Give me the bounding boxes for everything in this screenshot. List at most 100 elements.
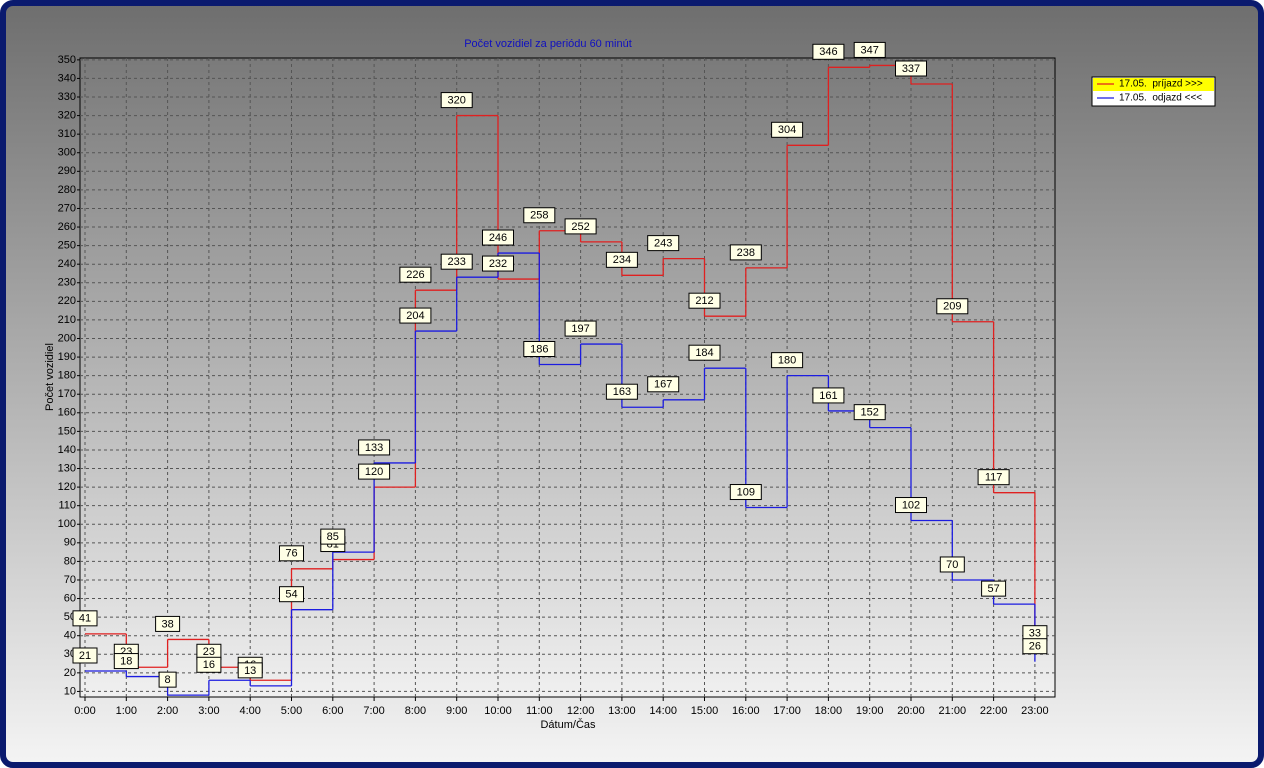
data-label-box (812, 43, 845, 60)
data-label-box (564, 320, 597, 337)
data-label-box (812, 387, 845, 404)
data-label-box (196, 656, 222, 673)
data-label: 38 (161, 618, 173, 630)
x-tick-label: 11:00 (526, 705, 553, 717)
data-label-box (981, 580, 1007, 597)
x-tick-label: 2:00 (157, 705, 178, 717)
y-tick-label: 110 (58, 500, 76, 512)
data-label: 57 (987, 583, 999, 595)
x-tick-label: 23:00 (1021, 705, 1049, 717)
data-label-box (237, 662, 263, 679)
data-label-box (771, 121, 804, 138)
x-tick-label: 8:00 (405, 705, 426, 717)
plot-area (79, 57, 1056, 698)
legend-label: 17.05. príjazd >>> (1119, 79, 1203, 90)
data-label: 117 (985, 472, 1003, 484)
data-label: 234 (613, 254, 631, 266)
data-label: 226 (406, 269, 424, 281)
data-label-box (155, 615, 181, 632)
data-label: 246 (489, 232, 507, 244)
data-label-box (482, 255, 514, 272)
x-tick-label: 21:00 (939, 705, 967, 717)
x-tick-label: 16:00 (732, 705, 760, 717)
data-label-box (605, 251, 638, 268)
data-label: 18 (120, 655, 132, 667)
data-label-box (358, 439, 391, 456)
data-label: 85 (327, 531, 339, 543)
x-tick-label: 6:00 (322, 705, 343, 717)
y-tick-label: 150 (58, 425, 76, 437)
data-label: 204 (406, 310, 424, 322)
data-label: 258 (530, 210, 548, 222)
data-label: 209 (943, 301, 961, 313)
y-tick-label: 250 (58, 240, 76, 252)
data-labels: 4123382316768112022632023225825223424321… (72, 41, 1048, 688)
data-label-box (853, 404, 886, 421)
x-tick-label: 12:00 (567, 705, 595, 717)
y-tick-label: 160 (58, 407, 76, 419)
data-label: 243 (654, 238, 672, 250)
data-label: 184 (695, 347, 713, 359)
data-label: 197 (571, 323, 589, 335)
data-label-box (936, 298, 969, 315)
y-tick-label: 190 (58, 351, 76, 363)
data-label-box (895, 60, 927, 77)
y-tick-label: 350 (58, 54, 76, 66)
x-tick-label: 9:00 (446, 705, 467, 717)
x-tick-label: 13:00 (608, 705, 636, 717)
y-tick-label: 220 (58, 295, 76, 307)
data-label: 232 (489, 258, 507, 270)
chart-title: Počet vozidiel za periódu 60 minút (464, 38, 632, 50)
legend: 17.05. príjazd >>> 17.05. odjazd <<< (1091, 76, 1216, 107)
data-label-box (647, 376, 680, 393)
data-label-box (688, 292, 721, 309)
data-label-box (605, 383, 638, 400)
data-label-box (771, 352, 804, 369)
data-label: 233 (448, 256, 466, 268)
data-label-box (564, 218, 597, 235)
x-tick-label: 14:00 (649, 705, 677, 717)
y-tick-label: 90 (64, 537, 76, 549)
y-tick-label: 40 (64, 630, 76, 642)
legend-label: 17.05. odjazd <<< (1119, 93, 1202, 104)
data-label-box (729, 484, 762, 501)
y-tick-label: 130 (58, 462, 76, 474)
y-tick-label: 330 (58, 91, 76, 103)
x-tick-label: 7:00 (363, 705, 384, 717)
data-label: 54 (285, 589, 297, 601)
y-tick-label: 140 (58, 444, 76, 456)
y-tick-label: 310 (58, 128, 76, 140)
data-label: 212 (695, 295, 713, 307)
data-label: 252 (571, 221, 589, 233)
data-label-box (523, 207, 556, 224)
y-tick-label: 180 (58, 370, 76, 382)
x-tick-label: 22:00 (980, 705, 1008, 717)
data-label: 320 (448, 94, 466, 106)
data-label-box (440, 92, 473, 109)
data-label-box (72, 647, 98, 664)
data-label-box (399, 266, 432, 283)
data-label-box (939, 556, 965, 573)
data-label: 337 (902, 63, 920, 75)
y-tick-label: 120 (58, 481, 76, 493)
y-axis-label: Počet vozidiel (44, 343, 56, 411)
data-label: 163 (613, 386, 631, 398)
data-label: 23 (203, 646, 215, 658)
y-tick-label: 210 (58, 314, 76, 326)
x-tick-label: 5:00 (281, 705, 302, 717)
y-tick-label: 240 (58, 258, 76, 270)
data-label-box (279, 545, 304, 562)
data-label-box (853, 41, 886, 58)
data-label: 41 (79, 613, 91, 625)
data-label: 13 (244, 665, 256, 677)
data-label-box (440, 253, 473, 270)
data-label: 180 (778, 355, 796, 367)
x-tick-label: 19:00 (856, 705, 884, 717)
y-tick-label: 10 (64, 685, 76, 697)
x-tick-label: 18:00 (815, 705, 843, 717)
x-axis-label: Dátum/Čas (540, 718, 596, 731)
data-label-box (895, 497, 927, 514)
x-tick-label: 1:00 (116, 705, 137, 717)
data-label: 120 (365, 466, 383, 478)
